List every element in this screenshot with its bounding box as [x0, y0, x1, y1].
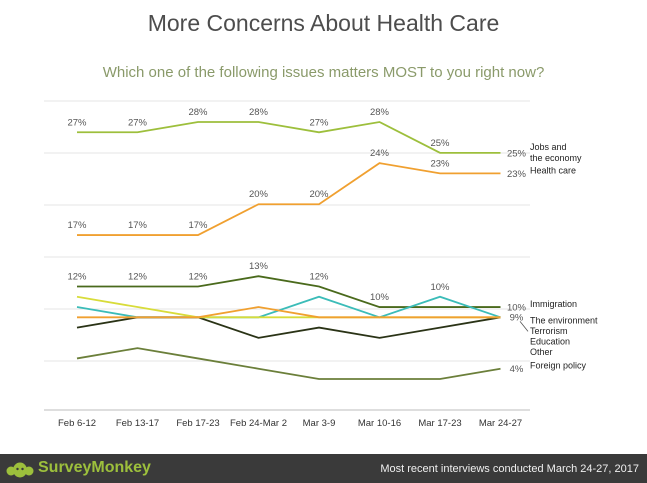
surveymonkey-logo-icon	[6, 462, 34, 478]
value-label: 20%	[249, 189, 269, 200]
x-tick-label: Feb 24-Mar 2	[230, 418, 287, 429]
value-label: 12%	[309, 271, 329, 282]
line-chart: 27% 27% 28% 28% 27% 28% 25% 25% 17% 17% 17% 20% 20% 2…	[44, 100, 598, 429]
value-label: 13%	[249, 261, 269, 272]
value-label: 10%	[370, 292, 390, 303]
series-line-4	[76, 316, 501, 339]
value-label: 25%	[507, 148, 527, 159]
footer-bar: SurveyMonkey Most recent interviews cond…	[0, 454, 647, 483]
x-tick-label: Feb 13-17	[116, 418, 159, 429]
value-label: 28%	[188, 107, 208, 118]
value-label: 27%	[128, 117, 148, 128]
value-label: 28%	[249, 107, 269, 118]
gridlines	[44, 100, 530, 411]
logo-text: SurveyMonkey	[38, 459, 151, 476]
chart-title: More Concerns About Health Care	[147, 10, 500, 36]
value-label: 25%	[430, 138, 450, 149]
series-label: Foreign policy	[530, 361, 587, 371]
series-line-1	[77, 162, 501, 236]
value-label: 17%	[188, 220, 208, 231]
series-label: Health care	[530, 165, 576, 175]
series-label: Immigration	[530, 299, 577, 309]
x-tick-label: Feb 17-23	[176, 418, 219, 429]
x-axis-ticks: Feb 6-12 Feb 13-17 Feb 17-23 Feb 24-Mar 2 Ma…	[58, 418, 522, 429]
value-label: 9%	[510, 312, 524, 323]
x-tick-label: Mar 3-9	[303, 418, 336, 429]
series-labels: Jobs and the economy Health care Immigrati…	[519, 142, 598, 371]
series-label: Other	[530, 347, 553, 357]
value-label: 12%	[128, 271, 148, 282]
value-label: 17%	[128, 220, 148, 231]
value-label: 24%	[370, 148, 390, 159]
series-line-2	[77, 275, 501, 308]
series-label: Education	[530, 336, 570, 346]
series-label: The environment	[530, 315, 598, 325]
value-label: 20%	[309, 189, 329, 200]
value-label: 23%	[507, 169, 527, 180]
value-labels: 27% 27% 28% 28% 27% 28% 25% 25% 17% 17% 17% 20% 20% 2…	[67, 107, 526, 375]
value-label: 27%	[67, 117, 87, 128]
leader-line	[519, 321, 529, 332]
value-label: 4%	[510, 364, 524, 375]
series-label: the economy	[530, 153, 582, 163]
x-tick-label: Mar 10-16	[358, 418, 401, 429]
value-label: 28%	[370, 107, 390, 118]
chart-subtitle: Which one of the following issues matter…	[102, 64, 545, 81]
series-line-0	[77, 121, 501, 154]
footnote: Most recent interviews conducted March 2…	[380, 463, 639, 475]
value-label: 10%	[430, 282, 450, 293]
value-label: 27%	[309, 117, 329, 128]
x-tick-label: Mar 24-27	[479, 418, 522, 429]
value-label: 12%	[67, 271, 87, 282]
value-label: 12%	[188, 271, 208, 282]
value-label: 10%	[507, 303, 527, 314]
x-tick-label: Feb 6-12	[58, 418, 96, 429]
value-label: 17%	[67, 220, 87, 231]
x-tick-label: Mar 17-23	[418, 418, 461, 429]
series-line-7	[76, 347, 501, 380]
series-label: Terrorism	[530, 326, 568, 336]
series-line-6	[77, 306, 501, 319]
series-label: Jobs and	[530, 142, 567, 152]
series-lines	[76, 121, 501, 380]
value-label: 23%	[430, 158, 450, 169]
